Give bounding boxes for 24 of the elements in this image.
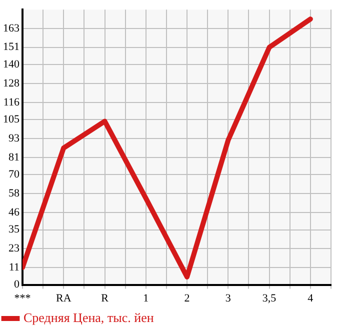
x-tick-label: 4	[308, 292, 314, 304]
y-tick-label: 93	[8, 132, 20, 144]
y-tick-label: 70	[8, 168, 20, 181]
y-tick-label: 11	[8, 261, 20, 274]
x-tick-label: 1	[143, 292, 149, 304]
y-tick-label: 116	[3, 96, 20, 108]
y-tick-label: 23	[8, 242, 20, 255]
x-tick-label: 3,5	[262, 292, 277, 304]
y-tick-label: 46	[8, 206, 20, 218]
y-tick-label: 151	[3, 41, 20, 54]
y-tick-label: 0	[14, 278, 20, 291]
x-tick-label: RA	[56, 292, 72, 304]
y-tick-label: 163	[3, 22, 20, 34]
x-tick-label: ***	[14, 292, 31, 304]
legend-label: Средняя Цена, тыс. йен	[24, 310, 154, 325]
y-tick-label: 35	[8, 224, 20, 236]
x-tick-label: 3	[225, 292, 232, 304]
x-tick-label: R	[101, 292, 110, 304]
y-tick-label: 128	[3, 77, 20, 90]
y-tick-label: 140	[3, 58, 20, 71]
y-tick-label: 105	[3, 114, 20, 126]
y-tick-label: 58	[8, 187, 20, 200]
y-tick-label: 81	[8, 151, 20, 164]
x-tick-label: 2	[184, 292, 190, 304]
